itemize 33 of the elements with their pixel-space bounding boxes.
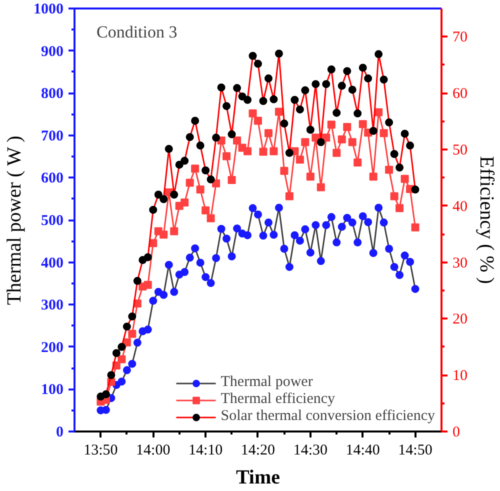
y2-tick-label: 50 (452, 142, 468, 158)
y2-tick-label: 70 (452, 30, 468, 46)
y-tick-label: 0 (56, 424, 64, 440)
y-tick-label: 900 (41, 44, 64, 60)
y-tick-label: 1000 (34, 2, 64, 18)
x-tick-label: 14:20 (240, 442, 276, 458)
y-tick-label: 100 (41, 382, 64, 398)
y-tick-label: 700 (41, 128, 64, 144)
y-tick-label: 500 (41, 213, 64, 229)
x-tick-label: 14:50 (398, 442, 432, 458)
y2-tick-label: 20 (452, 312, 468, 328)
x-tick-label: 14:40 (346, 442, 380, 458)
y-tick-label: 300 (41, 298, 64, 314)
annotation: Condition 3 (96, 22, 178, 42)
y-tick-label: 800 (41, 86, 64, 102)
legend-label: Thermal power (220, 374, 313, 391)
y2-tick-label: 60 (452, 86, 468, 102)
y-tick-label: 200 (41, 340, 64, 356)
y-tick-label: 400 (41, 255, 64, 272)
y2-tick-label: 0 (452, 424, 460, 440)
y2-tick-label: 10 (452, 368, 468, 384)
x-tick-label: 14:00 (136, 442, 170, 458)
legend-label: Thermal efficiency (220, 391, 336, 408)
y2-axis-title: Efficiency ( % ) (476, 156, 498, 284)
y2-tick-label: 40 (452, 198, 468, 215)
legend-label: Solar thermal conversion efficiency (220, 408, 435, 425)
x-tick-label: 14:10 (188, 442, 223, 458)
y2-tick-label: 30 (452, 255, 468, 272)
y-axis-title: Thermal power ( W ) (4, 136, 26, 305)
x-tick-label: 13:50 (84, 442, 118, 458)
x-axis-title: Time (236, 466, 280, 488)
x-tick-label: 14:30 (293, 442, 328, 458)
y-tick-label: 600 (41, 170, 64, 187)
